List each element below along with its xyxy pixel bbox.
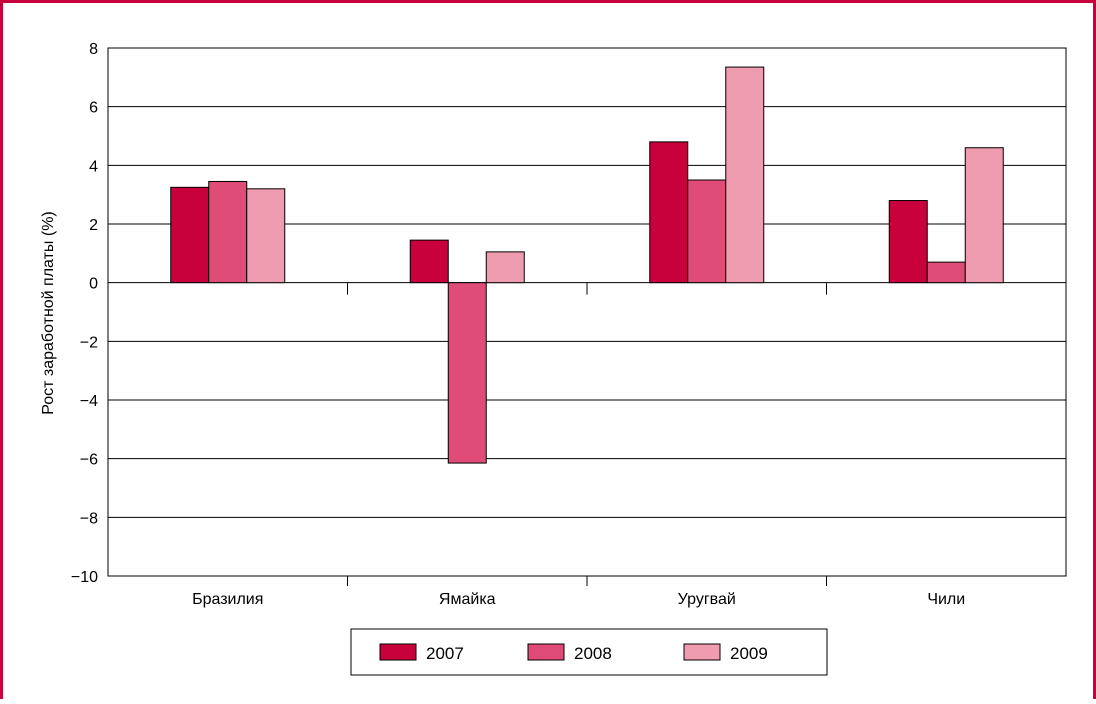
- y-tick-label: −10: [71, 569, 98, 586]
- x-tick-labels: Бразилия Ямайка Уругвай Чили: [192, 591, 965, 608]
- y-tick-label: 2: [89, 217, 98, 234]
- y-tick-label: −2: [80, 334, 98, 351]
- y-tick-label: −6: [80, 452, 98, 469]
- x-tick-label: Бразилия: [192, 591, 263, 608]
- bar-2008: [687, 179, 727, 284]
- bar-2008: [447, 282, 487, 464]
- legend: 2007 2008 2009: [350, 628, 828, 676]
- bar-chart: 8 6 4 2 0 −2 −4 −6 −8 −10 Бразилия Ямайка Уругвай Чи…: [40, 41, 1067, 676]
- bar-2007: [649, 141, 689, 284]
- legend-label: 2007: [426, 644, 464, 663]
- y-tick-labels: 8 6 4 2 0 −2 −4 −6 −8 −10: [71, 41, 98, 586]
- legend-label: 2009: [730, 644, 768, 663]
- y-tick-label: 6: [89, 100, 98, 117]
- bar-2009: [246, 188, 286, 284]
- y-axis-label: Рост заработной платы (%): [40, 211, 57, 415]
- bar-2009: [485, 251, 525, 284]
- y-tick-label: 0: [89, 276, 98, 293]
- legend-box: [350, 628, 828, 676]
- y-tick-label: −4: [80, 393, 98, 410]
- x-tick-label: Ямайка: [439, 591, 496, 608]
- bar-2007: [888, 200, 928, 284]
- y-tick-label: −8: [80, 510, 98, 527]
- bar-2007: [409, 239, 449, 284]
- bars: [170, 66, 1004, 464]
- plot-area-border: [107, 47, 1067, 577]
- legend-label: 2008: [574, 644, 612, 663]
- legend-swatch-2008: [527, 643, 565, 661]
- bar-2007: [170, 186, 210, 284]
- bar-2009: [964, 147, 1004, 284]
- y-tick-label: 8: [89, 41, 98, 58]
- x-tick-label: Уругвай: [678, 591, 736, 608]
- y-tick-label: 4: [89, 158, 98, 175]
- bar-2008: [208, 180, 248, 284]
- axes: [107, 47, 1067, 586]
- bar-2008: [926, 261, 966, 284]
- bar-2009: [725, 66, 765, 284]
- x-tick-label: Чили: [927, 591, 965, 608]
- legend-swatch-2009: [683, 643, 721, 661]
- legend-swatch-2007: [379, 643, 417, 661]
